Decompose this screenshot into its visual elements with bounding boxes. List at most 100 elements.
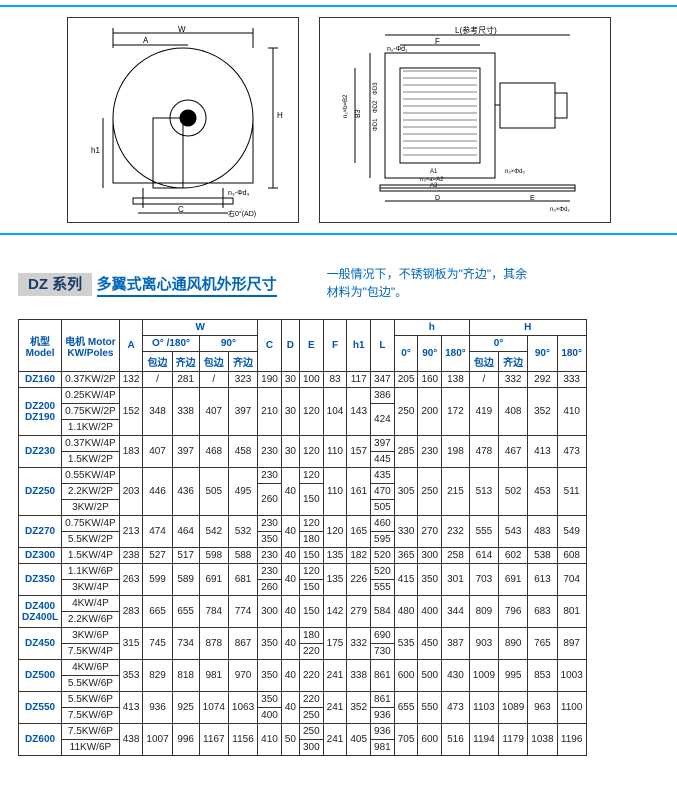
- cell: 2.2KW/2P: [62, 484, 120, 500]
- cell: 691: [499, 564, 528, 596]
- cell: 555: [371, 580, 395, 596]
- cell: 599: [143, 564, 172, 596]
- diagram-area: W A H h1 C n₃-Φd₃ 右0°(AD): [0, 5, 677, 235]
- cell: 450: [418, 628, 442, 660]
- cell: 323: [228, 372, 257, 388]
- table-row: DZ2500.55KW/4P20344643650549523040120110…: [19, 468, 587, 484]
- label-nphid1: n₁-Φd₁: [387, 46, 408, 53]
- front-view-diagram: W A H h1 C n₃-Φd₃ 右0°(AD): [67, 17, 299, 223]
- cell: 1196: [557, 724, 586, 756]
- cell: 203: [119, 468, 143, 516]
- cell: DZ550: [19, 692, 62, 724]
- cell: 796: [499, 596, 528, 628]
- cell: 165: [347, 516, 371, 548]
- cell: 350: [258, 660, 282, 692]
- th-motor: 电机 MotorKW/Poles: [62, 320, 120, 372]
- cell: 1179: [499, 724, 528, 756]
- cell: 150: [299, 596, 323, 628]
- cell: 7.5KW/6P: [62, 724, 120, 740]
- cell: 1003: [557, 660, 586, 692]
- cell: 3KW/6P: [62, 628, 120, 644]
- cell: 260: [258, 484, 282, 516]
- cell: 936: [371, 708, 395, 724]
- cell: 138: [442, 372, 470, 388]
- cell: 0.37KW/4P: [62, 436, 120, 452]
- cell: 430: [442, 660, 470, 692]
- cell: 467: [499, 436, 528, 468]
- cell: 350: [258, 532, 282, 548]
- cell: 250: [299, 708, 323, 724]
- table-body: DZ1600.37KW/2P132/281/323190301008311734…: [19, 372, 587, 756]
- cell: 453: [528, 468, 557, 516]
- cell: 258: [442, 548, 470, 564]
- th-bao2: 包边: [199, 352, 228, 372]
- cell: 365: [394, 548, 418, 564]
- cell: 468: [199, 436, 228, 468]
- title-row: DZ 系列 多翼式离心通风机外形尺寸 一般情况下，不锈钢板为"齐边"，其余 材料…: [18, 265, 677, 301]
- cell: 152: [119, 388, 143, 436]
- table-row: DZ5505.5KW/6P413936925107410633504022024…: [19, 692, 587, 708]
- th-F: F: [323, 320, 347, 372]
- cell: 305: [394, 468, 418, 516]
- cell: 40: [281, 692, 299, 724]
- label-h1: h1: [91, 146, 100, 155]
- cell: 5.5KW/2P: [62, 532, 120, 548]
- label-nphid: n₃-Φd₃: [228, 190, 250, 197]
- side-view-diagram: L(参考尺寸) F n₁-Φd₁ B3 n₂×b=B2 ΦD3 ΦD2 ΦD1 …: [319, 17, 611, 223]
- label-A3: A3: [430, 183, 438, 189]
- th-qi2: 齐边: [228, 352, 257, 372]
- cell: 405: [347, 724, 371, 756]
- cell: 4KW/4P: [62, 596, 120, 612]
- label-n3phid2: n₃×Φd₂: [550, 207, 570, 213]
- cell: 995: [499, 660, 528, 692]
- cell: 40: [281, 628, 299, 660]
- cell: DZ270: [19, 516, 62, 548]
- cell: 250: [418, 468, 442, 516]
- cell: 853: [528, 660, 557, 692]
- label-L: L(参考尺寸): [455, 25, 497, 35]
- cell: 198: [442, 436, 470, 468]
- cell: 1089: [499, 692, 528, 724]
- cell: 230: [258, 548, 282, 564]
- cell: /: [199, 372, 228, 388]
- label-angle: 右0°(AD): [228, 209, 256, 218]
- cell: 182: [347, 548, 371, 564]
- cell: 160: [418, 372, 442, 388]
- cell: 210: [258, 388, 282, 436]
- cell: 150: [299, 484, 323, 516]
- cell: 83: [323, 372, 347, 388]
- cell: 681: [228, 564, 257, 596]
- cell: 419: [469, 388, 498, 436]
- label-phiD1: ΦD1: [373, 117, 379, 130]
- th-H90: 90°: [528, 336, 557, 372]
- cell: 613: [528, 564, 557, 596]
- cell: 532: [228, 516, 257, 548]
- cell: 655: [172, 596, 199, 628]
- cell: 936: [143, 692, 172, 724]
- cell: 435: [371, 468, 395, 484]
- cell: 110: [323, 436, 347, 468]
- cell: 801: [557, 596, 586, 628]
- cell: 602: [499, 548, 528, 564]
- cell: 350: [258, 628, 282, 660]
- th-H0: 0°: [469, 336, 528, 352]
- cell: 1167: [199, 724, 228, 756]
- cell: 734: [172, 628, 199, 660]
- cell: 330: [394, 516, 418, 548]
- cell: 301: [442, 564, 470, 596]
- cell: 338: [172, 388, 199, 436]
- cell: 40: [281, 660, 299, 692]
- cell: 0.75KW/4P: [62, 516, 120, 532]
- cell: 50: [281, 724, 299, 756]
- cell: 690: [371, 628, 395, 644]
- th-W90: 90°: [199, 336, 258, 352]
- cell: 1194: [469, 724, 498, 756]
- cell: 143: [347, 388, 371, 436]
- cell: 285: [394, 436, 418, 468]
- cell: 473: [557, 436, 586, 468]
- cell: 232: [442, 516, 470, 548]
- cell: 745: [143, 628, 172, 660]
- cell: 400: [418, 596, 442, 628]
- cell: 1074: [199, 692, 228, 724]
- cell: 4KW/6P: [62, 660, 120, 676]
